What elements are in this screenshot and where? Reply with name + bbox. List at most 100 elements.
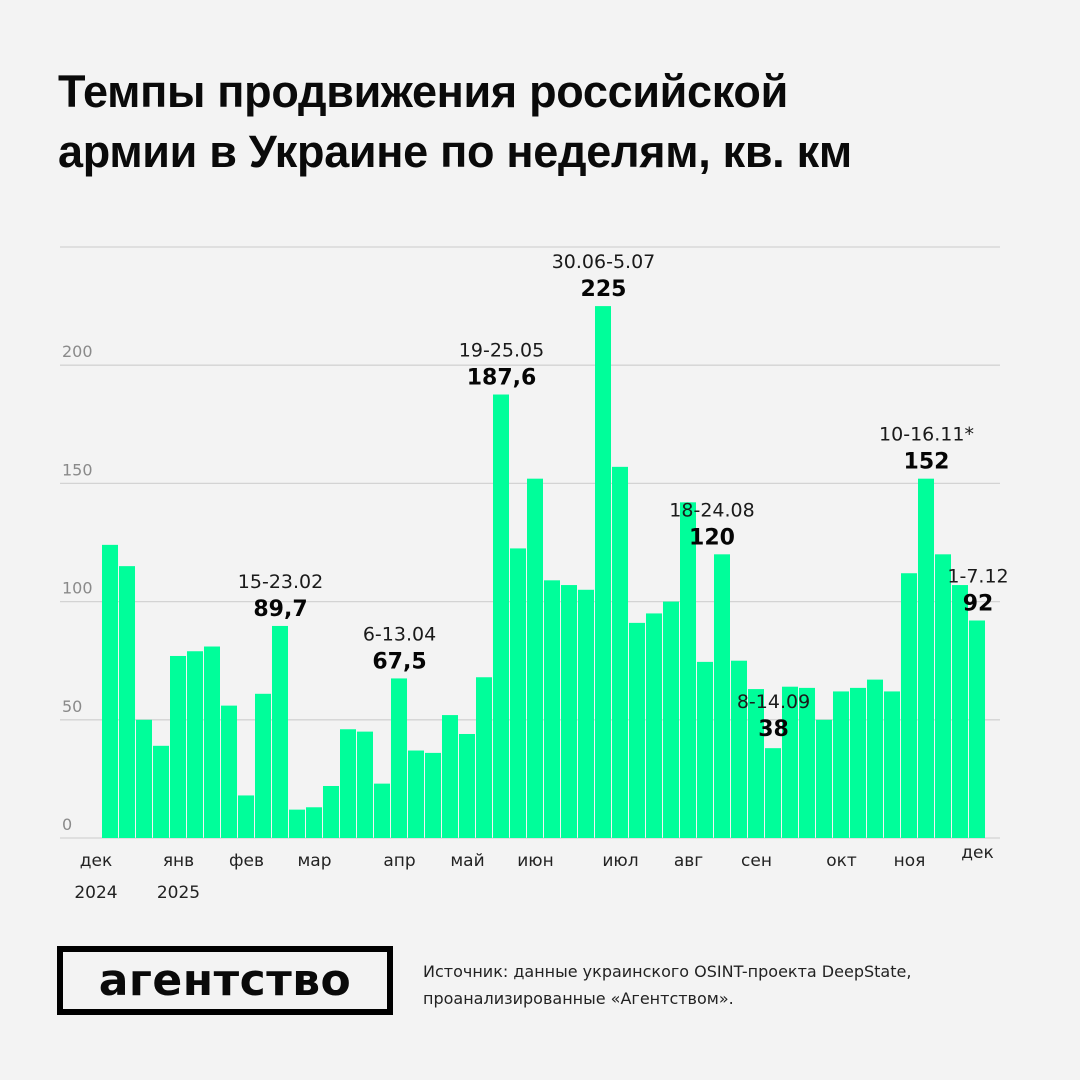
source-line-2: проанализированные «Агентством». bbox=[423, 989, 734, 1008]
bar bbox=[884, 691, 900, 838]
bar bbox=[170, 655, 186, 838]
bar bbox=[187, 651, 203, 838]
bar-chart: 0 50 100 150 200 15-23.02 89,7 6-13.04 67,5 19-2… bbox=[60, 246, 1009, 903]
annotations: 15-23.02 89,7 6-13.04 67,5 19-25.05 187,6 30.0… bbox=[238, 251, 1009, 742]
bar bbox=[493, 394, 509, 838]
bar bbox=[867, 679, 883, 838]
x-tick-label: дек bbox=[80, 851, 112, 871]
x-tick-label: мар bbox=[297, 851, 331, 871]
x-tick-label: ноя bbox=[894, 851, 926, 871]
bar bbox=[731, 660, 747, 838]
bar bbox=[663, 601, 679, 838]
x-tick-label: июл bbox=[602, 851, 638, 871]
bar bbox=[833, 691, 849, 838]
bar bbox=[119, 566, 135, 838]
y-tick-label: 150 bbox=[62, 460, 93, 479]
bar bbox=[374, 783, 390, 838]
bar bbox=[748, 689, 764, 838]
y-tick-label: 100 bbox=[62, 579, 93, 598]
bar bbox=[153, 745, 169, 838]
annotation-value: 89,7 bbox=[253, 597, 307, 622]
bar bbox=[935, 554, 951, 838]
chart-title: Темпы продвижения российской армии в Укр… bbox=[58, 62, 1018, 182]
x-axis: дек 2024 янв 2025 фев мар апр май июн июл авг сен ок… bbox=[74, 843, 993, 903]
bar bbox=[255, 693, 271, 838]
bar bbox=[799, 687, 815, 838]
x-tick-label: июн bbox=[517, 851, 553, 871]
x-tick-label: фев bbox=[229, 851, 264, 871]
bar bbox=[901, 573, 917, 838]
y-tick-label: 50 bbox=[62, 697, 82, 716]
bar bbox=[816, 719, 832, 838]
source-line-1: Источник: данные украинского OSINT-проек… bbox=[423, 962, 912, 981]
bar bbox=[782, 686, 798, 838]
bar bbox=[629, 622, 645, 838]
bar bbox=[272, 625, 288, 838]
bar bbox=[204, 646, 220, 838]
annotation-date: 6-13.04 bbox=[363, 623, 436, 645]
annotation-date: 15-23.02 bbox=[238, 571, 323, 593]
bar bbox=[646, 613, 662, 838]
x-year-label: 2025 bbox=[157, 883, 200, 903]
x-tick-label: сен bbox=[741, 851, 772, 871]
annotation-value: 225 bbox=[581, 277, 627, 302]
annotation-value: 67,5 bbox=[372, 649, 426, 674]
bar bbox=[680, 502, 696, 838]
annotation-date: 8-14.09 bbox=[737, 691, 810, 713]
bar bbox=[969, 620, 985, 838]
bar bbox=[612, 466, 628, 838]
logo-text: агентство bbox=[98, 954, 352, 1006]
bar bbox=[238, 795, 254, 838]
source-note: Источник: данные украинского OSINT-проек… bbox=[423, 958, 1043, 1012]
bar bbox=[221, 705, 237, 838]
y-tick-label: 200 bbox=[62, 342, 93, 361]
annotation-value: 152 bbox=[904, 450, 950, 475]
annotation-date: 10-16.11* bbox=[879, 424, 974, 446]
bar bbox=[391, 678, 407, 838]
bar bbox=[544, 580, 560, 838]
x-tick-label: авг bbox=[674, 851, 703, 871]
bar bbox=[697, 661, 713, 838]
bar bbox=[850, 687, 866, 838]
x-tick-label: янв bbox=[163, 851, 194, 871]
bar bbox=[442, 715, 458, 838]
x-year-label: 2024 bbox=[74, 883, 117, 903]
bar bbox=[102, 544, 118, 838]
bar bbox=[527, 478, 543, 838]
x-tick-label: май bbox=[450, 851, 484, 871]
annotation-value: 187,6 bbox=[467, 366, 537, 391]
x-tick-label: окт bbox=[826, 851, 857, 871]
bar bbox=[340, 729, 356, 838]
bar bbox=[136, 719, 152, 838]
annotation-value: 92 bbox=[963, 592, 994, 617]
bar bbox=[765, 748, 781, 838]
bar bbox=[561, 585, 577, 838]
x-tick-label: дек bbox=[961, 843, 993, 863]
bar bbox=[425, 752, 441, 838]
bar bbox=[459, 733, 475, 838]
bar bbox=[510, 548, 526, 838]
bar bbox=[578, 589, 594, 838]
bar bbox=[595, 306, 611, 839]
bar bbox=[306, 807, 322, 838]
annotation-date: 1-7.12 bbox=[947, 566, 1008, 588]
y-tick-label: 0 bbox=[62, 815, 72, 834]
bar bbox=[918, 478, 934, 838]
bars bbox=[102, 306, 985, 839]
annotation-value: 120 bbox=[689, 525, 735, 550]
bar bbox=[323, 785, 339, 838]
bar bbox=[952, 585, 968, 838]
annotation-date: 30.06-5.07 bbox=[552, 251, 656, 273]
bar bbox=[408, 750, 424, 838]
annotation-date: 19-25.05 bbox=[459, 340, 544, 362]
bar bbox=[714, 554, 730, 838]
bar bbox=[289, 809, 305, 838]
bar bbox=[357, 731, 373, 838]
annotation-date: 18-24.08 bbox=[669, 499, 754, 521]
agentstvo-logo: агентство bbox=[57, 946, 393, 1015]
title-line-1: Темпы продвижения российской bbox=[58, 66, 788, 117]
annotation-value: 38 bbox=[758, 717, 789, 742]
title-line-2: армии в Украине по неделям, кв. км bbox=[58, 126, 852, 177]
bar bbox=[476, 677, 492, 838]
x-tick-label: апр bbox=[383, 851, 415, 871]
